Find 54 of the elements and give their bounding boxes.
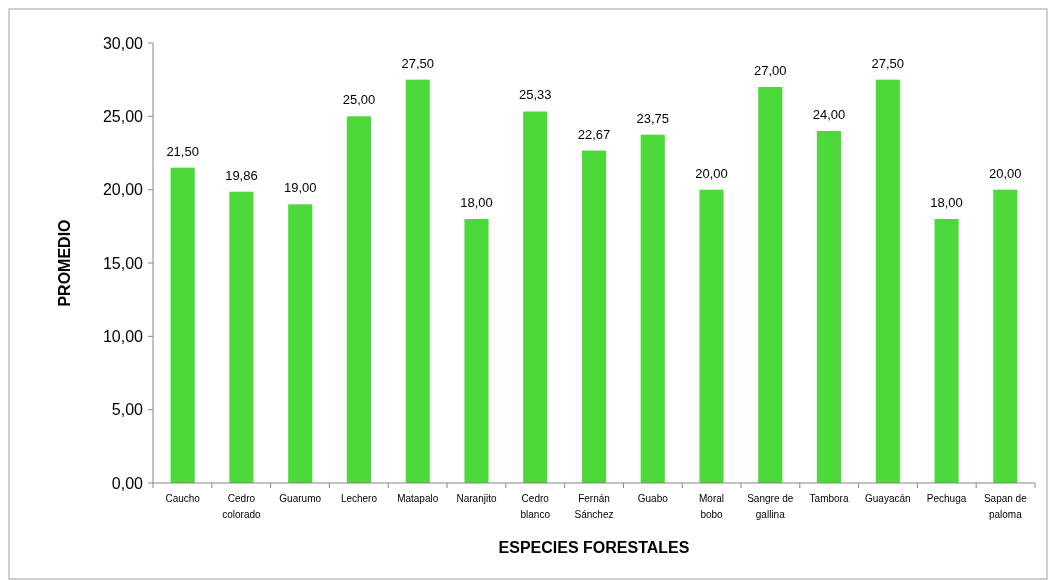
data-label: 19,00 bbox=[283, 180, 317, 196]
y-axis-title: PROMEDIO bbox=[56, 219, 73, 307]
data-label: 25,00 bbox=[342, 92, 376, 108]
bar bbox=[346, 116, 371, 483]
x-tick-label: Caucho bbox=[165, 493, 201, 504]
data-label: 19,86 bbox=[225, 167, 258, 183]
bar bbox=[699, 189, 724, 483]
data-label: 23,75 bbox=[636, 110, 670, 126]
data-label: 20,00 bbox=[989, 165, 1022, 181]
x-tick-label: Pechuga bbox=[926, 493, 967, 504]
y-tick-label: 15,00 bbox=[102, 254, 144, 272]
y-tick-label: 25,00 bbox=[102, 107, 144, 125]
data-label: 27,00 bbox=[754, 63, 787, 78]
x-tick-label: Tambora bbox=[809, 493, 849, 504]
bar bbox=[581, 150, 607, 483]
data-label: 24,00 bbox=[812, 107, 846, 122]
bar bbox=[758, 87, 783, 483]
bar bbox=[875, 79, 900, 483]
x-tick-label: Guayacán bbox=[865, 493, 911, 504]
x-tick-label: Guarumo bbox=[279, 493, 322, 504]
data-label: 25,33 bbox=[518, 87, 552, 103]
x-axis-title: ESPECIES FORESTALES bbox=[498, 539, 690, 556]
x-tick-label: Moral bobo bbox=[699, 493, 725, 520]
data-label: 27,50 bbox=[871, 55, 905, 71]
x-tick-label: Lechero bbox=[340, 493, 378, 504]
bar bbox=[464, 219, 489, 483]
x-tick-label: Cedro blanco bbox=[520, 493, 551, 520]
y-tick-label: 20,00 bbox=[102, 181, 144, 199]
bar bbox=[934, 219, 959, 483]
x-tick-label: Sangre de gallina bbox=[747, 493, 794, 520]
x-tick-label: Fernán Sánchez bbox=[574, 493, 614, 520]
data-label: 21,50 bbox=[166, 143, 199, 159]
data-label: 18,00 bbox=[930, 195, 963, 210]
bar bbox=[170, 167, 195, 483]
data-label: 27,50 bbox=[401, 55, 434, 71]
y-tick-label: 10,00 bbox=[102, 327, 144, 345]
x-tick-label: Sapan de paloma bbox=[983, 493, 1028, 520]
bar bbox=[523, 111, 548, 483]
data-label: 22,67 bbox=[577, 126, 611, 142]
bar bbox=[817, 131, 842, 483]
x-tick-label: Naranjito bbox=[456, 493, 497, 504]
x-tick-label: Matapalo bbox=[397, 493, 439, 504]
bar bbox=[229, 191, 254, 483]
bar bbox=[993, 189, 1018, 483]
y-tick-label: 5,00 bbox=[111, 401, 144, 419]
bar bbox=[405, 79, 430, 483]
bar bbox=[288, 204, 313, 483]
data-label: 20,00 bbox=[695, 165, 728, 181]
y-tick-label: 30,00 bbox=[102, 34, 144, 52]
x-tick-label: Cedro colorado bbox=[222, 493, 262, 520]
data-label: 18,00 bbox=[460, 195, 493, 210]
x-tick-label: Guabo bbox=[637, 493, 669, 504]
bar bbox=[640, 134, 665, 483]
y-tick-label: 0,00 bbox=[111, 474, 144, 492]
